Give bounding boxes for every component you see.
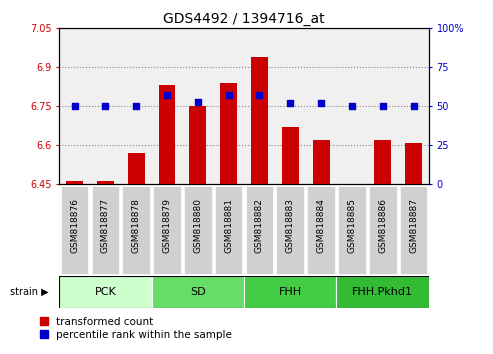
- Bar: [277, 186, 304, 274]
- Text: GSM818877: GSM818877: [101, 198, 110, 253]
- Point: [348, 103, 356, 109]
- Text: GSM818878: GSM818878: [132, 198, 141, 253]
- Point: [255, 92, 263, 98]
- Point: [194, 99, 202, 104]
- Text: GSM818879: GSM818879: [163, 198, 172, 253]
- Text: GSM818881: GSM818881: [224, 198, 233, 253]
- Bar: [59, 276, 152, 308]
- Bar: [336, 276, 429, 308]
- Point: [102, 103, 109, 109]
- Bar: [184, 186, 211, 274]
- Text: GSM818887: GSM818887: [409, 198, 418, 253]
- Text: FHH.Pkhd1: FHH.Pkhd1: [352, 287, 413, 297]
- Text: PCK: PCK: [95, 287, 116, 297]
- Bar: [369, 186, 396, 274]
- Text: GSM818884: GSM818884: [317, 198, 325, 253]
- Point: [225, 92, 233, 98]
- Bar: [405, 143, 422, 184]
- Text: FHH: FHH: [279, 287, 302, 297]
- Bar: [220, 83, 237, 184]
- Bar: [307, 186, 335, 274]
- Text: GSM818885: GSM818885: [348, 198, 356, 253]
- Bar: [128, 153, 144, 184]
- Bar: [122, 186, 150, 274]
- Point: [410, 103, 418, 109]
- Point: [286, 100, 294, 106]
- Text: strain ▶: strain ▶: [10, 287, 48, 297]
- Bar: [92, 186, 119, 274]
- Point: [163, 92, 171, 98]
- Point: [317, 100, 325, 106]
- Bar: [97, 182, 114, 184]
- Bar: [66, 182, 83, 184]
- Bar: [251, 57, 268, 184]
- Point: [379, 103, 387, 109]
- Text: GSM818876: GSM818876: [70, 198, 79, 253]
- Bar: [313, 140, 329, 184]
- Text: GSM818882: GSM818882: [255, 198, 264, 253]
- Bar: [374, 140, 391, 184]
- Bar: [338, 186, 366, 274]
- Bar: [152, 276, 244, 308]
- Bar: [244, 276, 336, 308]
- Point: [70, 103, 78, 109]
- Legend: transformed count, percentile rank within the sample: transformed count, percentile rank withi…: [40, 317, 232, 340]
- Title: GDS4492 / 1394716_at: GDS4492 / 1394716_at: [163, 12, 325, 26]
- Text: GSM818883: GSM818883: [286, 198, 295, 253]
- Bar: [61, 186, 88, 274]
- Bar: [400, 186, 427, 274]
- Bar: [282, 127, 299, 184]
- Text: SD: SD: [190, 287, 206, 297]
- Bar: [246, 186, 273, 274]
- Bar: [159, 85, 176, 184]
- Bar: [215, 186, 243, 274]
- Text: GSM818886: GSM818886: [378, 198, 387, 253]
- Point: [132, 103, 140, 109]
- Bar: [153, 186, 181, 274]
- Bar: [189, 106, 206, 184]
- Text: GSM818880: GSM818880: [193, 198, 202, 253]
